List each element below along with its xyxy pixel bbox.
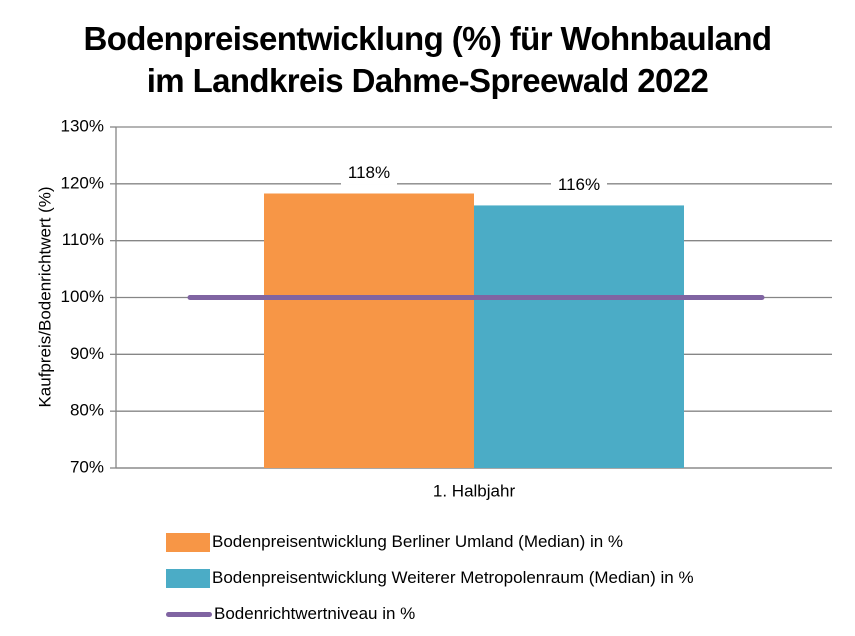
legend-label: Bodenpreisentwicklung Berliner Umland (M… [212,532,624,551]
y-tick-label: 130% [61,116,104,135]
bar [474,205,684,468]
legend-item-berliner-umland: Bodenpreisentwicklung Berliner Umland (M… [166,524,694,560]
legend-item-bodenrichtwertniveau: Bodenrichtwertniveau in % [166,596,694,632]
legend-label: Bodenpreisentwicklung Weiterer Metropole… [212,568,694,587]
y-tick-label: 120% [61,173,104,192]
legend-line-purple [166,611,212,617]
legend-swatch-orange [166,532,210,552]
bar [264,193,474,468]
data-labels: 118% 116% [341,162,607,197]
y-tick-label: 80% [70,401,104,420]
chart-title: Bodenpreisentwicklung (%) für Wohnbaulan… [0,18,855,102]
legend-item-weiterer-metropolenraum: Bodenpreisentwicklung Weiterer Metropole… [166,560,694,596]
y-axis-ticks: 70% 80% 90% 100% 110% 120% 130% [61,116,104,476]
bar-series [264,193,684,468]
legend: Bodenpreisentwicklung Berliner Umland (M… [166,524,694,632]
data-label: 116% [558,175,600,194]
data-label-bg [551,174,607,197]
chart-title-line-1: Bodenpreisentwicklung (%) für Wohnbaulan… [83,20,773,57]
y-tick-label: 70% [70,457,104,476]
legend-swatch-teal [166,568,210,588]
x-tick-label: 1. Halbjahr [433,481,516,500]
y-axis-label: Kaufpreis/Bodenrichtwert (%) [35,186,54,407]
y-tick-label: 90% [70,344,104,363]
data-label: 118% [348,163,390,182]
legend-label: Bodenrichtwertniveau in % [214,604,416,623]
data-label-bg [341,162,397,185]
chart-title-line-2: im Landkreis Dahme-Spreewald 2022 [146,62,709,99]
y-tick-label: 100% [61,287,104,306]
y-tick-label: 110% [62,230,104,249]
x-axis-ticks: 1. Halbjahr [433,481,516,500]
